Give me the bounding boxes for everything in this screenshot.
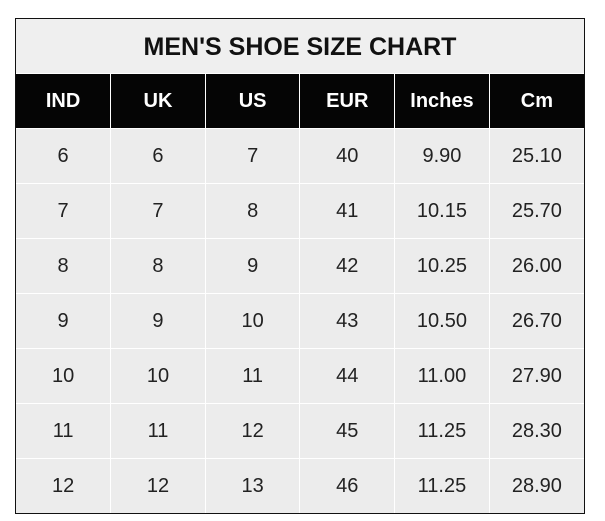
table-cell: 28.30 [488, 403, 584, 459]
table-cell: 10 [16, 348, 111, 404]
table-cell: 27.90 [488, 348, 584, 404]
table-cell: 26.00 [488, 238, 584, 294]
table-cell: 8 [16, 238, 111, 294]
column-header: Inches [394, 74, 490, 129]
header-row: IND UK US EUR Inches Cm [16, 74, 584, 129]
table-cell: 10 [204, 293, 300, 349]
column-header: EUR [299, 74, 395, 129]
column-header: US [204, 74, 300, 129]
table-cell: 13 [204, 458, 300, 513]
table-cell: 6 [16, 128, 111, 184]
table-cell: 11 [16, 403, 111, 459]
chart-title: MEN'S SHOE SIZE CHART [16, 19, 584, 74]
table-cell: 7 [16, 183, 111, 239]
table-cell: 11.00 [394, 348, 490, 404]
column-header: IND [16, 74, 111, 129]
table-cell: 28.90 [488, 458, 584, 513]
column-header: UK [110, 74, 206, 129]
table-cell: 25.10 [488, 128, 584, 184]
column-header: Cm [488, 74, 584, 129]
table-cell: 25.70 [488, 183, 584, 239]
table-cell: 11 [110, 403, 206, 459]
table-cell: 12 [204, 403, 300, 459]
table-cell: 7 [204, 128, 300, 184]
table-cell: 9.90 [394, 128, 490, 184]
table-cell: 26.70 [488, 293, 584, 349]
table-cell: 44 [299, 348, 395, 404]
table-row: 8 8 9 42 10.25 26.00 [16, 238, 584, 294]
table-cell: 8 [110, 238, 206, 294]
table-row: 9 9 10 43 10.50 26.70 [16, 293, 584, 349]
table-cell: 7 [110, 183, 206, 239]
table-row: 6 6 7 40 9.90 25.10 [16, 128, 584, 184]
table-cell: 10.15 [394, 183, 490, 239]
table-cell: 11.25 [394, 403, 490, 459]
table-row: 7 7 8 41 10.15 25.70 [16, 183, 584, 239]
table-row: 12 12 13 46 11.25 28.90 [16, 458, 584, 513]
table-cell: 9 [204, 238, 300, 294]
table-cell: 10.50 [394, 293, 490, 349]
table-cell: 9 [110, 293, 206, 349]
table-cell: 46 [299, 458, 395, 513]
table-cell: 42 [299, 238, 395, 294]
table-cell: 41 [299, 183, 395, 239]
size-table: IND UK US EUR Inches Cm 6 6 7 40 9.90 25.10 7 7 8 41 10… [16, 74, 584, 513]
table-cell: 11 [204, 348, 300, 404]
table-cell: 11.25 [394, 458, 490, 513]
table-cell: 8 [204, 183, 300, 239]
table-row: 11 11 12 45 11.25 28.30 [16, 403, 584, 459]
table-row: 10 10 11 44 11.00 27.90 [16, 348, 584, 404]
table-cell: 6 [110, 128, 206, 184]
table-cell: 43 [299, 293, 395, 349]
size-chart-table: MEN'S SHOE SIZE CHART IND UK US EUR Inches Cm… [15, 18, 585, 514]
table-cell: 12 [110, 458, 206, 513]
table-cell: 12 [16, 458, 111, 513]
table-cell: 45 [299, 403, 395, 459]
table-cell: 10.25 [394, 238, 490, 294]
table-cell: 9 [16, 293, 111, 349]
table-cell: 40 [299, 128, 395, 184]
table-cell: 10 [110, 348, 206, 404]
